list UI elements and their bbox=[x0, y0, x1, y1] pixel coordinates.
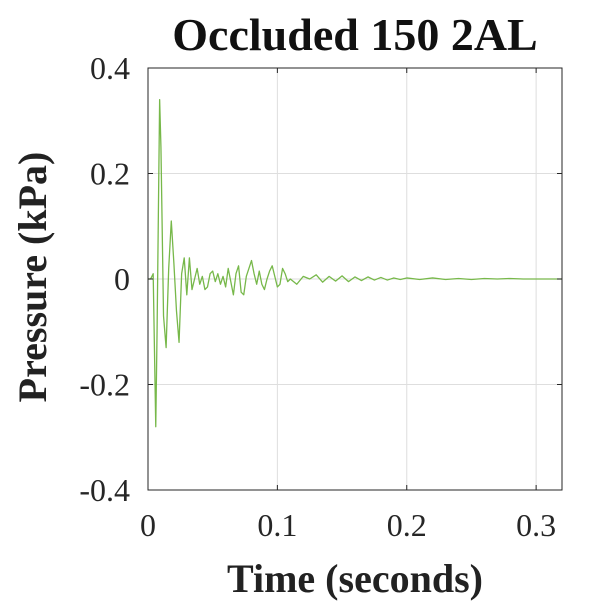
x-tick-label: 0.3 bbox=[516, 507, 556, 543]
x-tick-label: 0 bbox=[140, 507, 156, 543]
y-tick-label: 0.2 bbox=[90, 156, 130, 192]
tick-labels: 0 0.1 0.2 0.3 -0.4 -0.2 0 0.2 0.4 bbox=[79, 50, 556, 543]
x-tick-label: 0.1 bbox=[257, 507, 297, 543]
axes bbox=[147, 67, 563, 491]
y-tick-label: 0 bbox=[114, 261, 130, 297]
x-axis-label: Time (seconds) bbox=[227, 556, 483, 601]
y-tick-label: 0.4 bbox=[90, 50, 130, 86]
plot-area bbox=[148, 99, 562, 428]
y-axis-label: Pressure (kPa) bbox=[10, 152, 55, 403]
series-line-0 bbox=[148, 99, 562, 428]
x-tick-label: 0.2 bbox=[387, 507, 427, 543]
chart-title: Occluded 150 2AL bbox=[172, 9, 537, 60]
y-tick-label: -0.2 bbox=[79, 367, 130, 403]
y-tick-label: -0.4 bbox=[79, 472, 130, 508]
